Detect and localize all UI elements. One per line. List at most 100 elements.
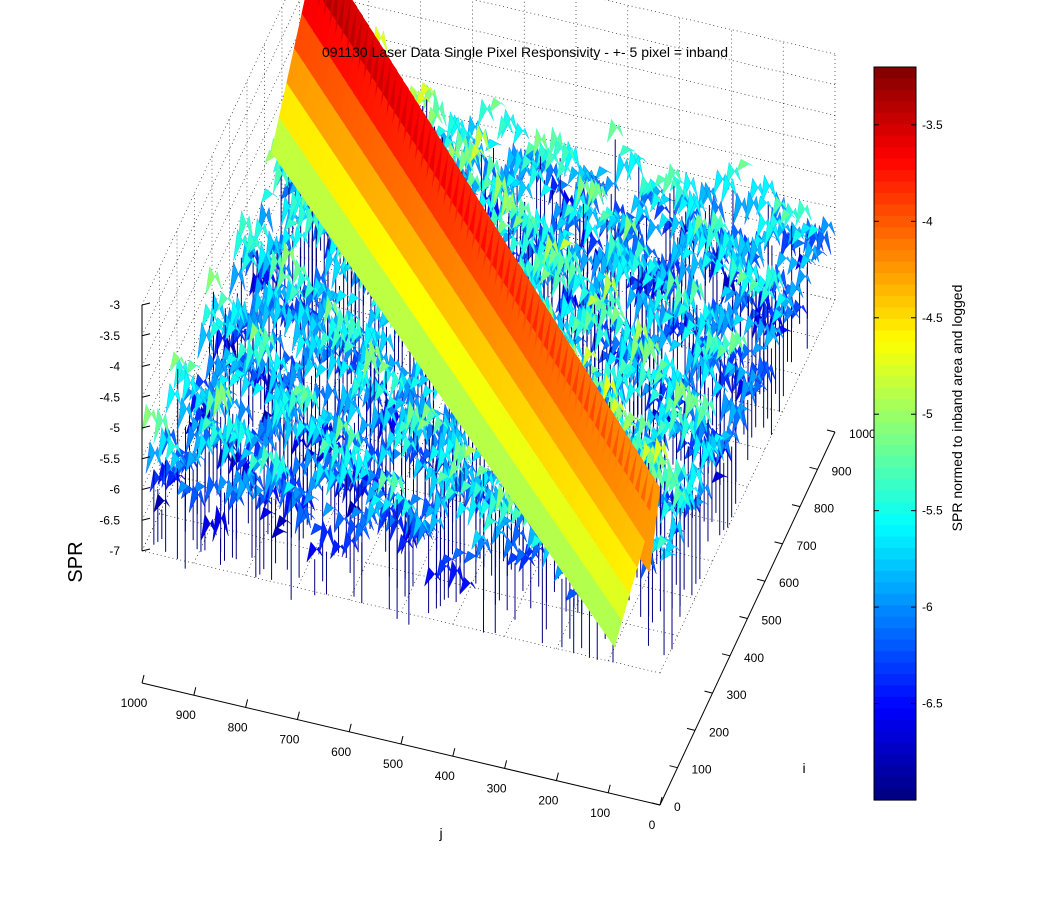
surface-patch xyxy=(512,214,529,230)
surface-patch xyxy=(401,434,418,459)
surface-patch xyxy=(169,451,186,472)
surface-patch xyxy=(201,303,218,329)
surface-patch xyxy=(217,291,234,312)
gridline xyxy=(504,263,680,637)
surface-patch xyxy=(271,396,288,431)
surface-patch xyxy=(739,375,756,411)
surface-patch xyxy=(276,267,293,293)
surface-patch xyxy=(535,248,552,283)
surface-patch xyxy=(719,430,736,445)
surface-patch xyxy=(617,356,634,381)
surface-patch xyxy=(704,223,721,257)
surface-patch xyxy=(767,264,784,295)
gridline xyxy=(316,54,836,178)
surface-patch xyxy=(237,210,254,246)
colorbar-segment xyxy=(874,135,916,148)
colorbar-segment xyxy=(874,353,916,366)
colorbar-segment xyxy=(874,788,916,801)
surface-patch xyxy=(239,469,257,499)
surface-patch xyxy=(520,231,537,262)
j-tick-mark xyxy=(555,772,559,781)
surface-patch xyxy=(295,298,312,334)
surface-patch xyxy=(667,513,685,550)
surface-patch xyxy=(373,383,391,403)
gridline xyxy=(159,513,678,636)
gridline xyxy=(604,0,836,55)
surface-patch xyxy=(502,536,520,560)
i-tick-label: 200 xyxy=(709,725,729,739)
colorbar-segment xyxy=(874,502,916,515)
surface-patch xyxy=(228,299,246,332)
surface-patch xyxy=(607,118,624,143)
surface-patch xyxy=(177,396,194,430)
surface-patch xyxy=(341,531,359,557)
surface-patch xyxy=(681,247,698,262)
surface-patch xyxy=(208,421,225,453)
surface-patch xyxy=(731,329,748,353)
surface-patch xyxy=(196,431,213,462)
j-tick-mark xyxy=(348,723,352,732)
surface-patch xyxy=(212,505,229,542)
colorbar-segment xyxy=(874,536,916,549)
z-tick-label: -7 xyxy=(109,544,120,558)
colorbar-tick-label: -6.5 xyxy=(922,697,943,711)
surface-patch xyxy=(496,218,513,238)
surface-patch xyxy=(457,147,474,180)
surface-patch xyxy=(660,351,678,388)
colorbar: -3.5 -4 -4.5 -5 -5.5 -6 -6.5 xyxy=(873,66,943,801)
z-tick-mark xyxy=(141,302,151,306)
surface-patch xyxy=(636,413,654,441)
surface-patch xyxy=(256,336,273,371)
surface-patch xyxy=(703,440,720,463)
surface-patch xyxy=(165,437,182,461)
j-tick-label: 500 xyxy=(383,757,403,771)
surface-patch xyxy=(447,559,465,590)
colorbar-segment xyxy=(874,399,916,412)
colorbar-segment xyxy=(874,192,916,206)
gridline xyxy=(316,85,836,209)
surface-patch xyxy=(524,141,541,157)
surface-patch xyxy=(736,283,753,312)
surface-patch xyxy=(224,353,241,367)
colorbar-segment xyxy=(874,376,916,389)
surface-patch xyxy=(540,183,557,198)
surface-patch xyxy=(763,218,780,249)
surface-patch xyxy=(806,223,824,240)
colorbar-segment xyxy=(874,467,916,480)
surface-patch xyxy=(539,267,556,285)
surface-patch xyxy=(432,415,449,436)
surface-patch xyxy=(236,398,253,428)
z-tick-mark xyxy=(141,333,151,337)
surface-patch xyxy=(275,396,292,428)
surface-patch xyxy=(555,160,573,181)
surface-patch xyxy=(188,484,206,513)
surface-patch xyxy=(176,480,194,497)
colorbar-segment xyxy=(874,616,916,629)
surface-patch xyxy=(771,195,788,217)
j-tick-label: 100 xyxy=(590,806,610,820)
surface-patch xyxy=(385,396,402,412)
surface-patch xyxy=(338,358,355,380)
surface-patch xyxy=(582,345,599,368)
surface-patch xyxy=(756,195,773,215)
surface-patch xyxy=(668,339,686,353)
surface-patch xyxy=(685,273,702,306)
surface-patch xyxy=(660,498,677,524)
surface-patch xyxy=(727,330,744,359)
gridline xyxy=(343,0,836,116)
surface-patch xyxy=(704,327,721,360)
surface-patch xyxy=(701,181,718,208)
surface-patch xyxy=(342,340,359,355)
gridline xyxy=(473,0,836,86)
colorbar-segment xyxy=(874,742,916,755)
gridline xyxy=(659,299,836,674)
surface-patch xyxy=(408,493,425,507)
colorbar-segment xyxy=(874,685,916,698)
surface-patch xyxy=(294,498,311,534)
surface-patch xyxy=(531,251,548,281)
surface-patch xyxy=(676,303,694,318)
j-tick-mark xyxy=(141,674,145,684)
surface-patch xyxy=(583,218,600,247)
colorbar-segment xyxy=(874,433,916,446)
